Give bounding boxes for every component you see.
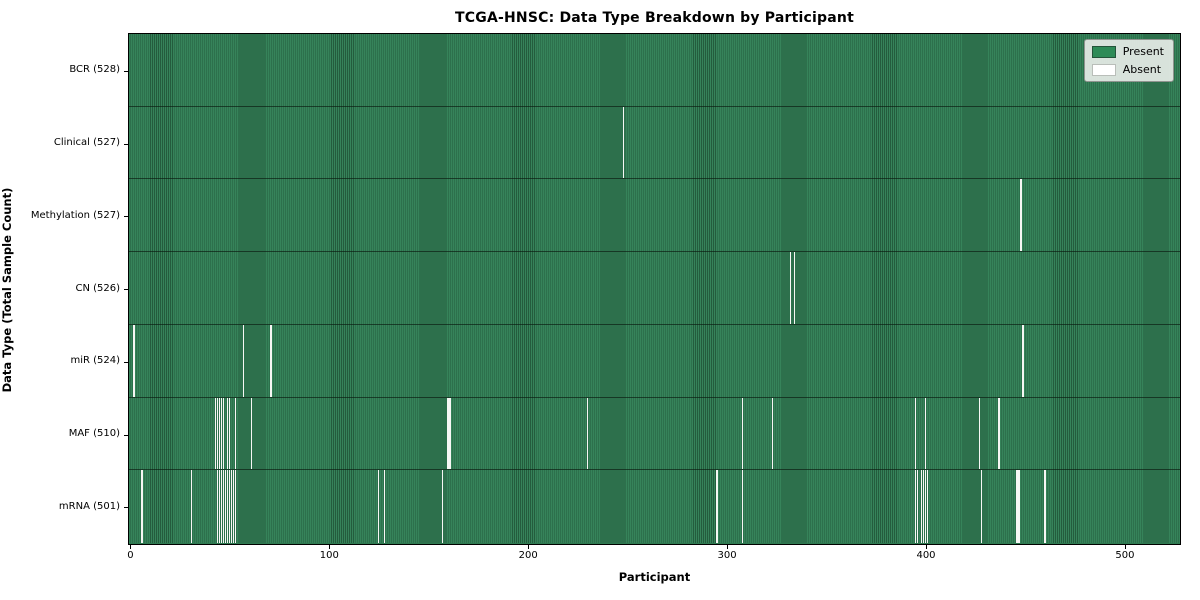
absent-mark: [447, 397, 449, 470]
absent-mark: [216, 470, 219, 544]
x-tick-mark: [329, 545, 331, 549]
x-tick-label: 200: [518, 550, 538, 561]
absent-mark: [377, 470, 380, 544]
absent-mark: [926, 470, 929, 544]
absent-mark: [716, 470, 718, 544]
x-tick-label: 100: [319, 550, 339, 561]
absent-mark: [793, 252, 796, 324]
absent-mark: [226, 397, 229, 470]
absent-mark: [234, 397, 237, 470]
absent-mark: [449, 397, 451, 470]
absent-mark: [1022, 324, 1024, 397]
y-tick-mark: [124, 216, 128, 218]
absent-mark: [133, 324, 135, 397]
absent-mark: [978, 397, 981, 470]
heatmap-row-maf: [129, 397, 1180, 471]
y-tick-label: MAF (510): [68, 427, 120, 439]
legend-present-swatch: [1091, 45, 1116, 58]
absent-mark: [242, 324, 245, 397]
y-tick-label: CN (526): [75, 282, 120, 294]
absent-mark: [920, 470, 923, 544]
y-tick-label: BCR (528): [69, 64, 120, 76]
absent-mark: [980, 470, 983, 544]
legend-item-absent: Absent: [1091, 63, 1164, 76]
absent-mark: [230, 470, 233, 544]
absent-mark: [622, 106, 624, 179]
absent-mark: [220, 397, 223, 470]
absent-mark: [741, 397, 744, 470]
absent-mark: [924, 470, 927, 544]
absent-mark: [1020, 179, 1022, 252]
absent-mark: [228, 470, 231, 544]
absent-mark: [1018, 470, 1020, 544]
legend-present-label: Present: [1122, 45, 1164, 58]
heatmap-row-clinical: [129, 106, 1180, 180]
absent-mark: [224, 470, 227, 544]
absent-mark: [222, 397, 225, 470]
absent-mark: [922, 470, 925, 544]
absent-mark: [218, 470, 221, 544]
absent-mark: [924, 397, 927, 470]
x-axis-label: Participant: [618, 570, 691, 584]
x-tick-mark: [926, 545, 927, 549]
absent-mark: [1044, 470, 1046, 544]
y-tick-mark: [124, 507, 128, 509]
absent-mark: [190, 470, 193, 544]
x-tick-label: 300: [717, 550, 737, 561]
y-tick-mark: [124, 70, 128, 72]
legend-absent-swatch: [1091, 63, 1116, 76]
x-tick-mark: [528, 545, 530, 549]
y-tick-mark: [124, 143, 128, 145]
absent-mark: [914, 470, 917, 544]
y-tick-label: Clinical (527): [53, 137, 120, 148]
y-tick-label: mRNA (501): [58, 500, 120, 512]
y-tick-mark: [124, 434, 128, 436]
heatmap-row-cn: [129, 252, 1180, 325]
x-tick-label: 0: [127, 550, 134, 561]
legend-item-present: Present: [1091, 45, 1164, 58]
x-tick-label: 400: [916, 550, 936, 561]
absent-mark: [220, 470, 223, 544]
absent-mark: [226, 470, 229, 544]
absent-mark: [214, 397, 217, 470]
absent-mark: [222, 470, 225, 544]
y-tick-label: miR (524): [70, 355, 120, 367]
y-tick-label: Methylation (527): [30, 209, 120, 221]
legend: Present Absent: [1083, 39, 1174, 82]
absent-mark: [916, 470, 919, 544]
absent-mark: [250, 397, 253, 470]
plot-area: Present Absent: [128, 33, 1181, 545]
absent-mark: [270, 324, 272, 397]
absent-mark: [771, 397, 774, 470]
absent-mark: [998, 397, 1000, 470]
absent-mark: [216, 397, 219, 470]
x-tick-mark: [1124, 545, 1126, 549]
absent-mark: [232, 470, 235, 544]
absent-mark: [914, 397, 917, 470]
heatmap-row-mir: [129, 324, 1180, 398]
absent-mark: [141, 470, 143, 544]
absent-mark: [586, 397, 589, 470]
absent-mark: [1016, 470, 1018, 544]
absent-mark: [218, 397, 221, 470]
heatmap-row-bcr: [129, 34, 1180, 107]
x-tick-mark: [130, 545, 132, 549]
absent-mark: [741, 470, 744, 544]
absent-mark: [383, 470, 386, 544]
x-tick-label: 500: [1115, 550, 1135, 561]
x-tick-mark: [727, 545, 729, 549]
y-tick-mark: [124, 361, 128, 363]
absent-mark: [789, 252, 792, 324]
y-tick-mark: [124, 289, 128, 290]
absent-mark: [228, 397, 231, 470]
heatmap-row-mrna: [129, 470, 1180, 544]
legend-absent-label: Absent: [1122, 63, 1162, 76]
chart-title: TCGA-HNSC: Data Type Breakdown by Partic…: [455, 10, 854, 26]
absent-mark: [441, 470, 443, 544]
absent-mark: [234, 470, 237, 544]
heatmap-row-methylation: [129, 179, 1180, 253]
